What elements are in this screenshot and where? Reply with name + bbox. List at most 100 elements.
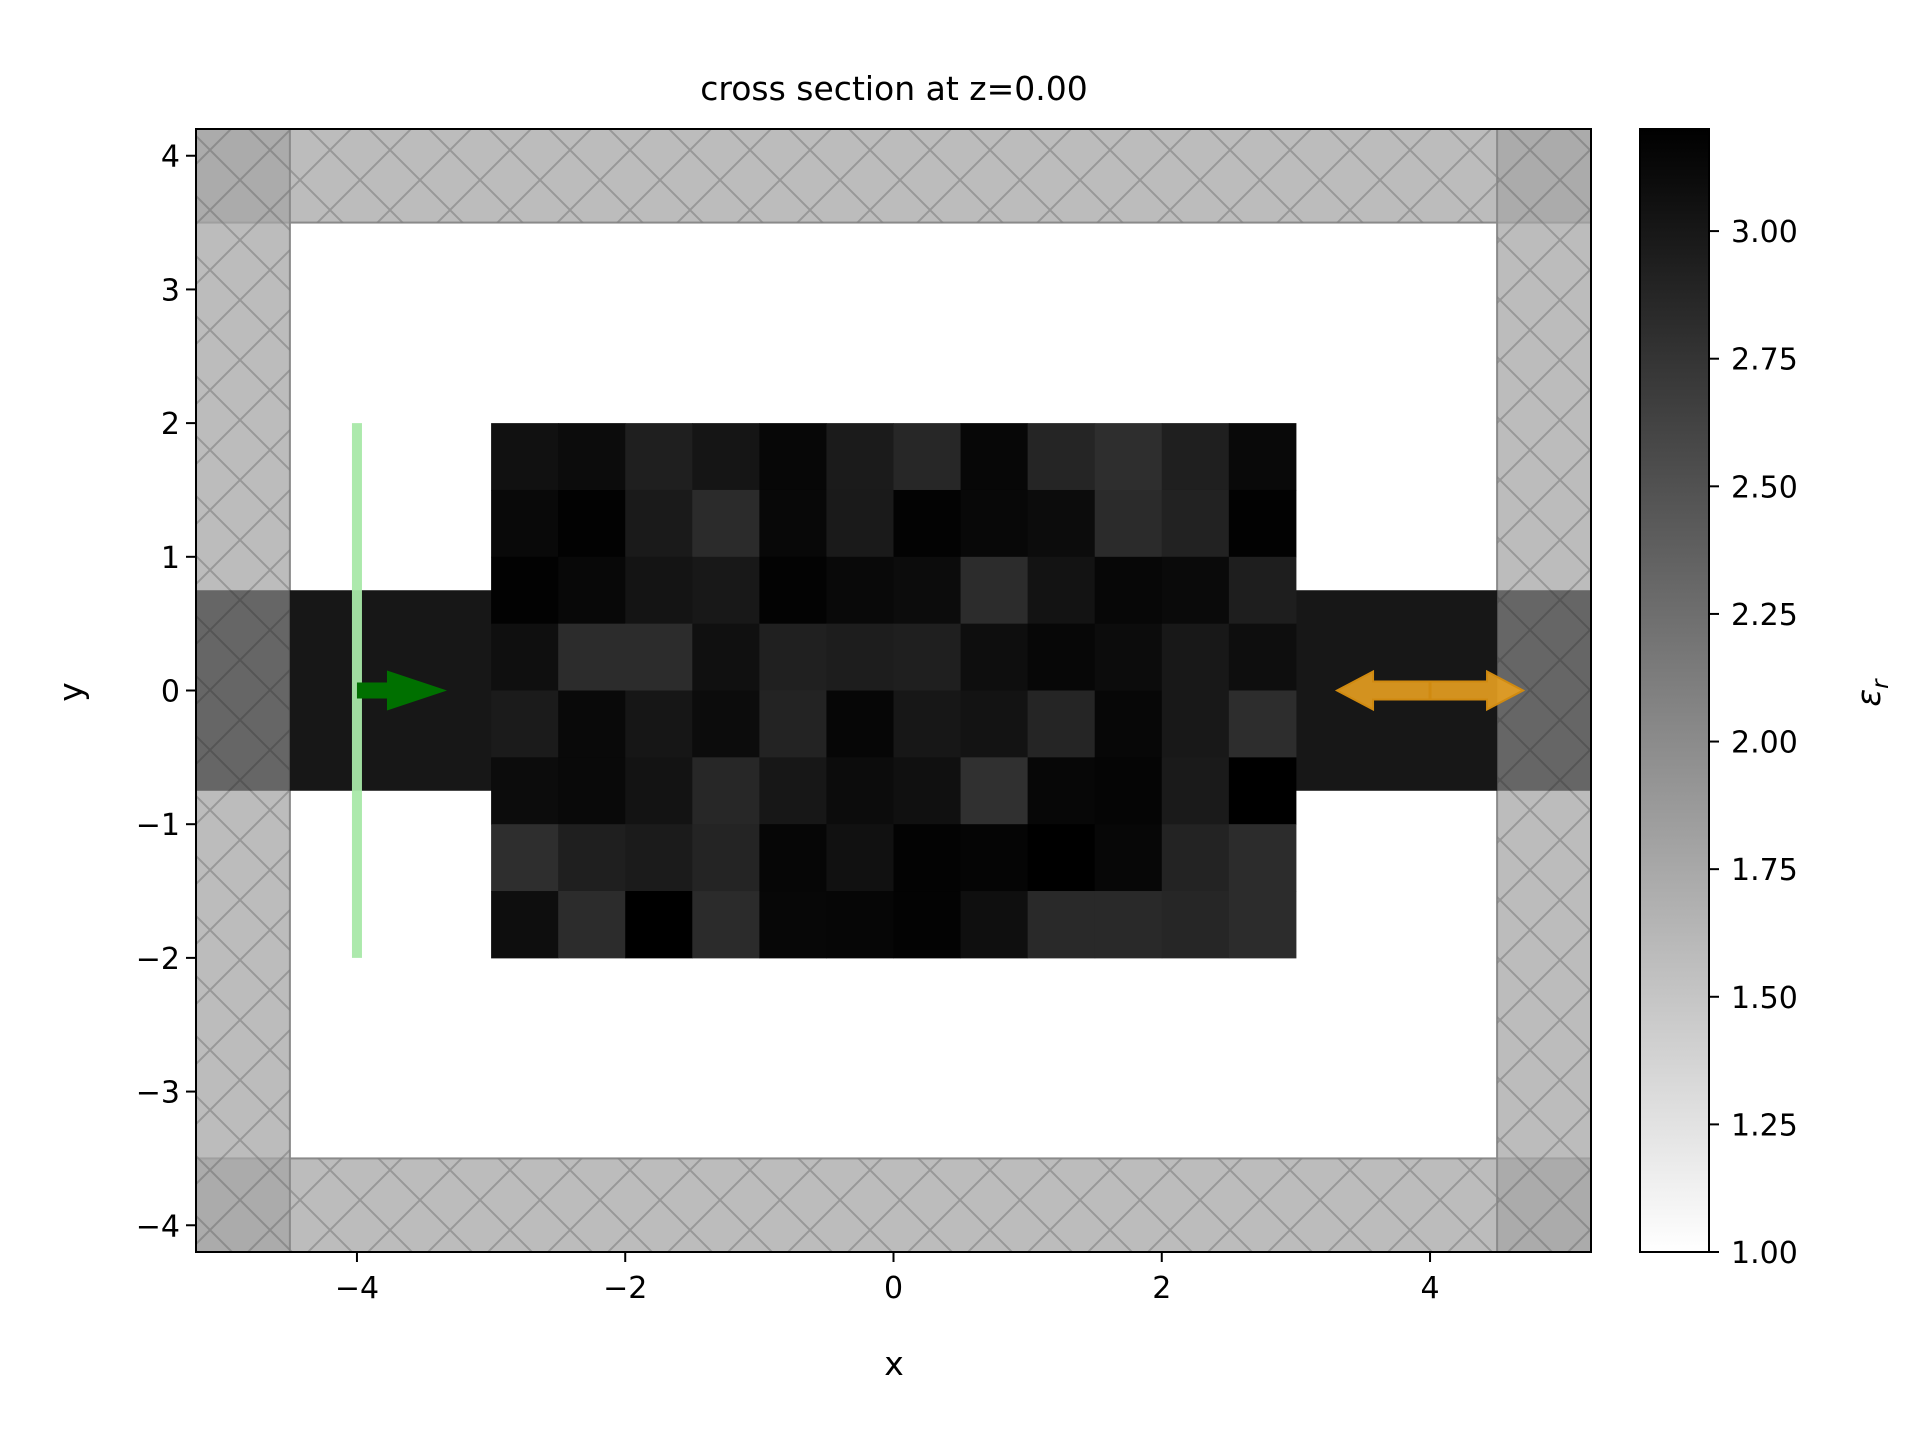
design-pixel: [558, 891, 626, 959]
design-pixel: [1228, 757, 1297, 825]
design-pixel: [558, 556, 626, 625]
x-axis: −4 −2 0 2 4: [335, 1252, 1440, 1306]
design-pixel: [759, 757, 827, 825]
y-tick-label: −1: [136, 808, 180, 843]
colorbar-tick-label: 1.75: [1731, 853, 1798, 888]
design-pixel: [1094, 690, 1163, 758]
design-pixel: [826, 623, 894, 691]
plot-area: [196, 129, 1591, 1252]
design-pixel: [826, 690, 894, 758]
colorbar-tick-label: 2.25: [1731, 598, 1798, 633]
design-pixel: [893, 423, 962, 491]
design-pixel: [1228, 824, 1297, 892]
colorbar-tick-label: 3.00: [1731, 215, 1798, 250]
design-pixel: [960, 891, 1029, 959]
design-pixel: [893, 556, 962, 625]
design-pixel: [826, 757, 894, 825]
design-pixel: [625, 824, 693, 892]
design-pixel: [558, 824, 626, 892]
colorbar-label-eps: ε: [1849, 689, 1888, 707]
design-pixel: [692, 757, 760, 825]
design-pixel: [960, 690, 1029, 758]
design-region: [491, 423, 1297, 959]
design-pixel: [692, 891, 760, 959]
design-pixel: [1094, 623, 1163, 691]
design-pixel: [692, 623, 760, 691]
colorbar: 3.00 2.75 2.50 2.25 2.00 1.75 1.50 1.25 1.00 εr: [1639, 128, 1894, 1271]
design-pixel: [692, 489, 760, 558]
design-pixel: [1027, 757, 1096, 825]
x-tick-label: 2: [1152, 1271, 1171, 1306]
colorbar-tick-label: 1.25: [1731, 1108, 1798, 1143]
design-pixel: [826, 423, 894, 491]
design-pixel: [625, 489, 693, 558]
design-pixel: [625, 891, 693, 959]
design-pixel: [960, 556, 1029, 625]
design-pixel: [1161, 891, 1230, 959]
design-pixel: [1027, 556, 1096, 625]
design-pixel: [1027, 489, 1096, 558]
design-pixel: [692, 423, 760, 491]
design-pixel: [625, 423, 693, 491]
design-pixel: [1228, 423, 1297, 491]
design-pixel: [759, 489, 827, 558]
y-tick-label: 0: [161, 675, 180, 710]
design-pixel: [759, 556, 827, 625]
design-pixel: [491, 824, 559, 892]
colorbar-tick-label: 2.75: [1731, 343, 1798, 378]
colorbar-ticks: 3.00 2.75 2.50 2.25 2.00 1.75 1.50 1.25 1.00: [1709, 215, 1798, 1271]
design-pixel: [558, 757, 626, 825]
design-pixel: [1027, 824, 1096, 892]
design-pixel: [893, 757, 962, 825]
design-pixel: [1094, 757, 1163, 825]
design-pixel: [759, 423, 827, 491]
design-pixel: [491, 891, 559, 959]
design-pixel: [491, 690, 559, 758]
pml-bottom-hatch: [196, 1158, 1591, 1252]
pml-top-hatch: [196, 129, 1591, 223]
design-pixel: [1161, 824, 1230, 892]
design-pixel: [491, 623, 559, 691]
y-tick-label: −3: [136, 1076, 180, 1111]
design-pixel: [491, 757, 559, 825]
x-tick-label: −2: [603, 1271, 647, 1306]
design-pixel: [491, 423, 559, 491]
design-pixel: [558, 423, 626, 491]
colorbar-gradient: [1639, 128, 1710, 1253]
design-pixel: [1094, 891, 1163, 959]
design-pixel: [1228, 489, 1297, 558]
design-pixel: [558, 489, 626, 558]
design-pixel: [1027, 623, 1096, 691]
mode-monitor: [1334, 669, 1526, 712]
design-pixel: [960, 423, 1029, 491]
x-axis-label: x: [884, 1344, 904, 1383]
waveguide-pml-left: [196, 590, 290, 791]
colorbar-label: εr: [1849, 678, 1894, 707]
design-pixel: [826, 489, 894, 558]
design-pixel: [1094, 489, 1163, 558]
design-pixel: [491, 556, 559, 625]
design-pixel: [1094, 423, 1163, 491]
source-direction-arrow: [356, 670, 447, 711]
design-pixel: [1228, 623, 1297, 691]
colorbar-tick-label: 2.50: [1731, 470, 1798, 505]
design-pixel: [759, 891, 827, 959]
design-pixel: [960, 757, 1029, 825]
y-tick-label: −2: [136, 942, 180, 977]
design-pixel: [1161, 556, 1230, 625]
design-pixel: [893, 489, 962, 558]
design-pixel: [826, 556, 894, 625]
y-tick-label: 1: [161, 541, 180, 576]
x-tick-label: 4: [1420, 1271, 1439, 1306]
design-pixel: [625, 556, 693, 625]
y-tick-label: 3: [161, 273, 180, 308]
y-tick-label: 4: [161, 140, 180, 175]
mode-source: [351, 423, 447, 958]
y-tick-label: 2: [161, 407, 180, 442]
design-pixel: [759, 623, 827, 691]
design-pixel: [1161, 423, 1230, 491]
design-pixel: [625, 690, 693, 758]
design-pixel: [960, 489, 1029, 558]
design-pixel: [893, 690, 962, 758]
